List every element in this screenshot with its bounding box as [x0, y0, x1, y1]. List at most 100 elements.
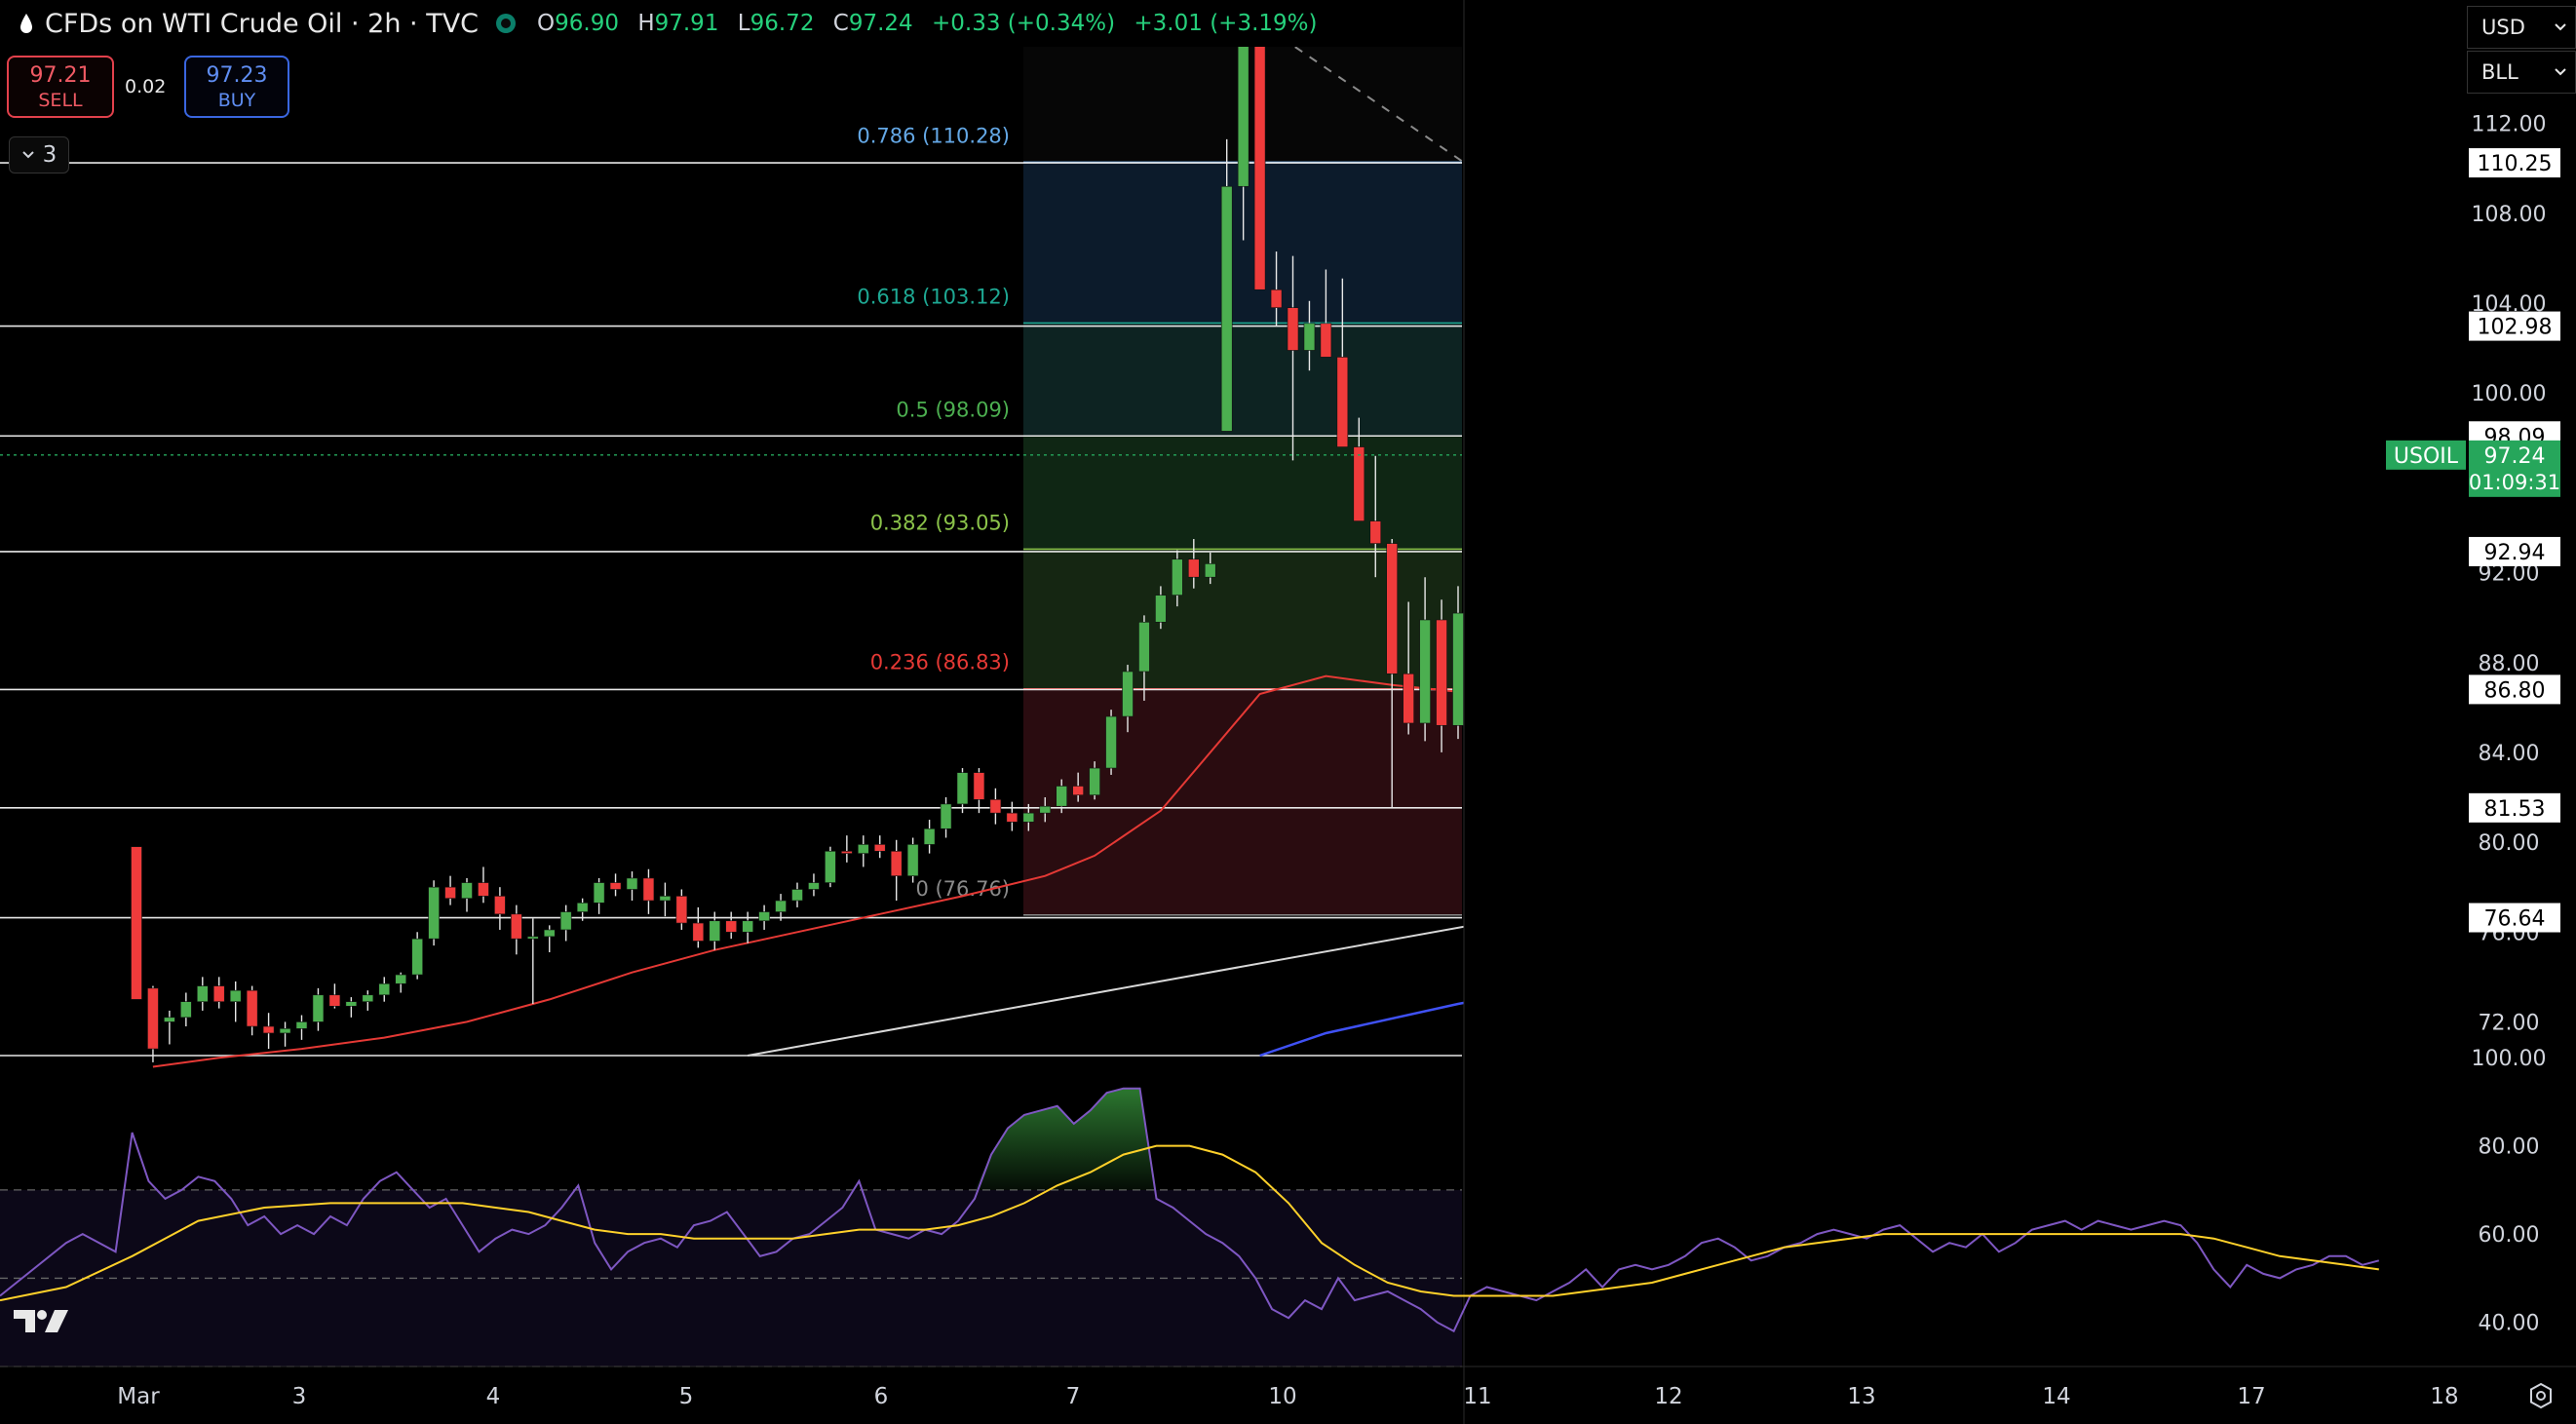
candle: [1105, 710, 1117, 775]
ohlc-readout: O96.90 H97.91 L96.72 C97.24 +0.33 (+0.34…: [537, 11, 1318, 36]
candle: [576, 898, 589, 921]
candle: [1353, 417, 1365, 521]
candle-body: [229, 989, 242, 1002]
candle: [1253, 26, 1266, 290]
candle: [262, 1013, 275, 1050]
candle-body: [1105, 715, 1117, 769]
candle-body: [295, 1021, 308, 1029]
symbol-tag: [2386, 440, 2466, 470]
candle: [890, 839, 903, 902]
candle: [609, 873, 622, 897]
candle-body: [1336, 357, 1349, 447]
time-tick-label: 5: [679, 1384, 694, 1409]
candle: [1039, 797, 1052, 823]
candle: [378, 977, 391, 1002]
currency-value: USD: [2481, 16, 2525, 39]
candle-body: [1353, 446, 1365, 521]
candle-body: [1204, 563, 1216, 578]
candle: [1220, 138, 1233, 432]
candle-body: [1237, 35, 1250, 187]
candle-body: [841, 851, 853, 854]
unit-value: BLL: [2481, 60, 2518, 84]
sell-price: 97.21: [29, 62, 92, 88]
candle: [1403, 601, 1414, 735]
price-tick-label: 80.00: [2479, 831, 2540, 856]
sell-button[interactable]: 97.21 SELL: [7, 56, 114, 118]
candle: [923, 820, 936, 854]
candle: [742, 911, 753, 943]
time-tick-label: 4: [486, 1384, 501, 1409]
candle: [1188, 539, 1200, 589]
time-tick-label: 11: [1463, 1384, 1491, 1409]
currency-select[interactable]: USD: [2467, 6, 2576, 49]
candle-body: [742, 920, 753, 933]
level-price-label: 76.64: [2484, 907, 2546, 932]
candle-body: [1155, 595, 1167, 623]
candle-body: [857, 844, 869, 854]
price-tick-label: 72.00: [2479, 1011, 2540, 1035]
candle-body: [428, 886, 440, 940]
spread-value: 0.02: [125, 76, 167, 97]
level-price-label: 102.98: [2478, 316, 2553, 340]
candle: [642, 868, 655, 914]
rsi-tick-label: 80.00: [2479, 1135, 2540, 1160]
candle: [229, 981, 242, 1022]
candle-body: [328, 994, 341, 1007]
symbol-title[interactable]: CFDs on WTI Crude Oil · 2h · TVC: [45, 8, 480, 39]
candle: [328, 983, 341, 1009]
time-tick-label: 13: [1847, 1384, 1875, 1409]
candle-body: [543, 929, 556, 938]
candle: [395, 972, 407, 993]
candle: [659, 882, 672, 917]
candle-body: [1436, 619, 1447, 726]
candle-body: [378, 982, 391, 996]
fib-label: 0.382 (93.05): [870, 511, 1010, 534]
fib-label: 0.5 (98.09): [896, 398, 1010, 421]
candle-body: [1022, 812, 1035, 823]
candle-body: [593, 882, 605, 904]
chevron-down-icon: [2555, 68, 2566, 76]
candle: [1419, 577, 1431, 742]
price-tick-label: 84.00: [2479, 742, 2540, 766]
candle: [791, 882, 803, 907]
candle-body: [1039, 805, 1052, 814]
tradingview-logo[interactable]: [12, 1306, 74, 1335]
candle: [494, 887, 506, 930]
level-price-tag: [2469, 148, 2560, 178]
time-tick-label: 17: [2237, 1384, 2265, 1409]
time-tick-label: 14: [2042, 1384, 2070, 1409]
indicators-toggle[interactable]: 3: [9, 136, 69, 173]
candle: [345, 997, 358, 1018]
candle-body: [262, 1025, 275, 1034]
buy-button[interactable]: 97.23 BUY: [184, 56, 289, 118]
candle-body: [1089, 767, 1100, 796]
gear-icon[interactable]: [2527, 1382, 2555, 1409]
candle-body: [825, 851, 836, 883]
candle-body: [1403, 673, 1414, 724]
candle-body: [1287, 307, 1299, 351]
candle: [808, 873, 820, 897]
candle-body: [494, 896, 506, 915]
fib-zone: [1023, 323, 1462, 437]
candle-body: [725, 920, 738, 933]
candle: [626, 871, 638, 902]
candle-body: [1172, 558, 1183, 596]
level-price-tag: [2469, 674, 2560, 705]
candle: [825, 846, 836, 888]
level-price-tag: [2469, 903, 2560, 933]
candle: [1155, 586, 1167, 630]
candle: [940, 797, 952, 838]
candle: [675, 889, 688, 930]
candle: [197, 977, 209, 1011]
price-tick-label: 108.00: [2472, 203, 2547, 227]
unit-select[interactable]: BLL: [2467, 51, 2576, 94]
candle: [1204, 552, 1216, 585]
candle: [758, 904, 770, 930]
candle-body: [212, 985, 225, 1002]
candle-body: [1138, 621, 1150, 673]
candle-body: [923, 827, 936, 845]
candle-body: [1006, 812, 1019, 823]
candle: [989, 788, 1002, 825]
candle-body: [511, 913, 522, 940]
